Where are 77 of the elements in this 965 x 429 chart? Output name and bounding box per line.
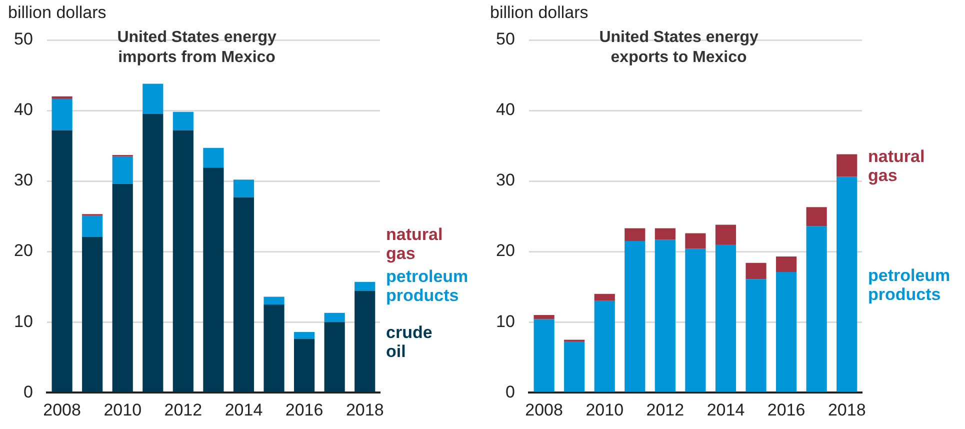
bar xyxy=(294,339,315,392)
x-tick-label: 2008 xyxy=(525,400,563,420)
bar xyxy=(264,304,284,392)
bar xyxy=(534,315,554,320)
bar xyxy=(354,282,376,292)
bar xyxy=(776,272,797,392)
y-tick-label: 20 xyxy=(496,241,515,260)
y-tick-label: 0 xyxy=(505,382,515,402)
y-tick-label: 50 xyxy=(496,30,515,49)
x-tick-label: 2010 xyxy=(586,400,624,420)
bar xyxy=(776,256,797,272)
bar xyxy=(685,233,706,249)
bar xyxy=(534,319,554,392)
bar xyxy=(806,207,827,226)
bar xyxy=(203,168,224,392)
bar xyxy=(172,130,194,392)
chart-title: United States energy imports from Mexico xyxy=(116,28,278,68)
series-label: natural gas xyxy=(868,146,925,185)
bar xyxy=(233,197,254,392)
bar xyxy=(264,296,284,304)
bar xyxy=(836,176,858,392)
x-tick-label: 2014 xyxy=(706,400,745,420)
bar xyxy=(594,294,615,301)
x-tick-label: 2018 xyxy=(828,400,866,420)
bar xyxy=(746,262,766,280)
bar xyxy=(112,156,133,184)
bar xyxy=(203,148,224,168)
bar xyxy=(82,216,103,237)
x-tick-label: 2012 xyxy=(164,400,202,420)
bar xyxy=(142,114,164,392)
x-tick-label: 2014 xyxy=(224,400,263,420)
x-tick-label: 2016 xyxy=(285,400,324,420)
bar xyxy=(746,279,766,392)
x-tick-label: 2008 xyxy=(43,400,81,420)
bar xyxy=(52,98,72,130)
bar xyxy=(112,184,133,392)
x-tick-label: 2010 xyxy=(104,400,142,420)
y-tick-label: 20 xyxy=(14,241,33,260)
bar xyxy=(654,240,676,392)
bar xyxy=(354,291,376,392)
bar xyxy=(233,180,254,198)
bar xyxy=(82,236,103,392)
bar xyxy=(624,240,646,392)
bar xyxy=(836,154,858,177)
bar xyxy=(624,228,646,241)
bar xyxy=(715,244,736,392)
x-tick-label: 2016 xyxy=(767,400,806,420)
y-axis-title: billion dollars xyxy=(8,3,106,23)
bar xyxy=(806,226,827,392)
x-tick-label: 2018 xyxy=(346,400,384,420)
bar xyxy=(324,312,345,322)
bar xyxy=(294,332,315,340)
series-label: petroleum products xyxy=(386,267,468,306)
bar xyxy=(172,112,194,130)
y-tick-label: 30 xyxy=(496,170,515,190)
y-tick-label: 40 xyxy=(14,100,33,120)
y-tick-label: 10 xyxy=(14,312,33,331)
series-label: petroleum products xyxy=(868,266,950,304)
y-tick-label: 30 xyxy=(14,170,33,190)
bar xyxy=(324,322,345,392)
y-tick-label: 40 xyxy=(496,100,515,120)
y-tick-label: 50 xyxy=(14,30,33,49)
bar xyxy=(654,228,676,240)
bar xyxy=(52,130,72,392)
bar xyxy=(685,248,706,392)
bar xyxy=(142,84,164,114)
series-label: crude oil xyxy=(386,322,432,361)
bar xyxy=(594,300,615,392)
chart-title: United States energy exports to Mexico xyxy=(598,28,760,68)
y-tick-label: 0 xyxy=(23,382,33,402)
bar xyxy=(715,224,736,245)
bar xyxy=(52,96,72,99)
y-tick-label: 10 xyxy=(496,312,515,331)
bar xyxy=(564,342,585,392)
x-tick-label: 2012 xyxy=(646,400,684,420)
y-axis-title: billion dollars xyxy=(490,3,588,23)
text: natural gas xyxy=(386,225,443,264)
